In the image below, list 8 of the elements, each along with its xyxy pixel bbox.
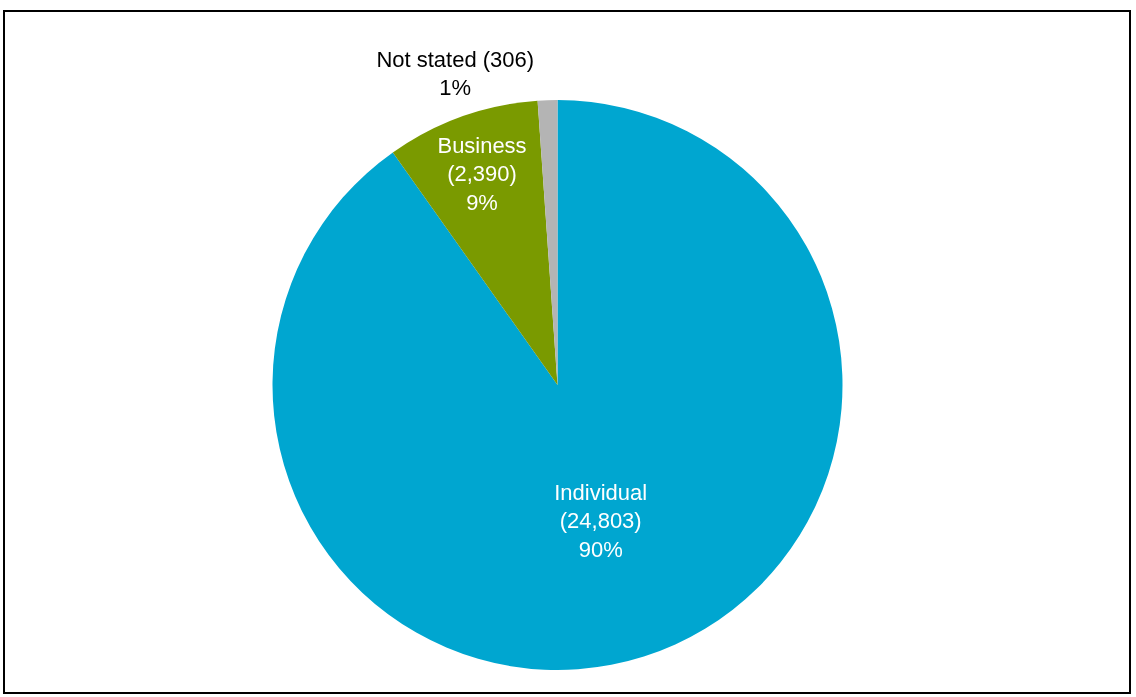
pie-slice	[272, 100, 843, 670]
data-label: (2,390) 9%	[447, 161, 517, 215]
slice-label: Business	[437, 132, 527, 158]
pie-slice	[537, 100, 558, 385]
pie-slice	[392, 100, 558, 385]
data-label: (24,803) 90%	[559, 508, 642, 562]
slice-label: Not stated (306) 1%	[376, 46, 535, 101]
slice-label: Individual	[554, 479, 648, 505]
